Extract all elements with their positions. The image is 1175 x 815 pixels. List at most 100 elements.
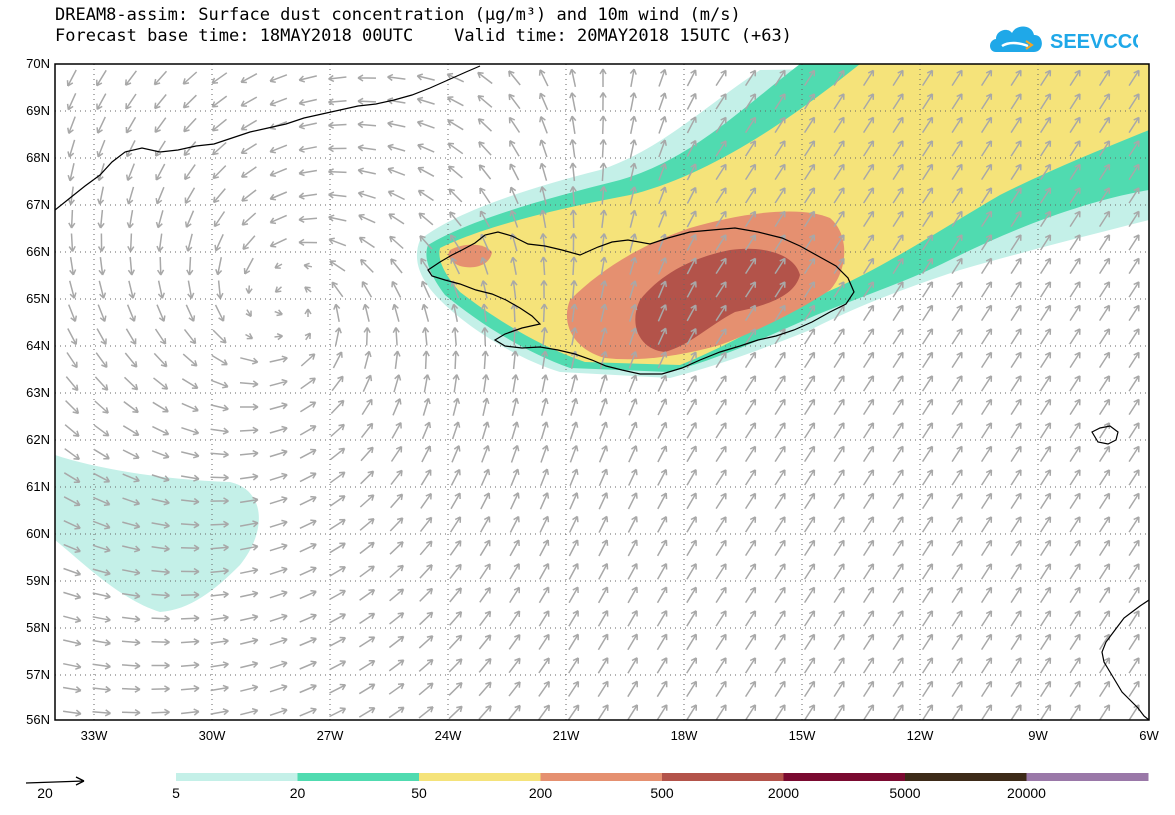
wind-arrow-icon	[96, 69, 107, 87]
wind-reference: 20	[25, 776, 85, 801]
wind-arrow-icon	[452, 397, 461, 416]
wind-arrow-icon	[180, 684, 200, 693]
wind-arrow-icon	[92, 685, 111, 694]
wind-arrow-icon	[833, 563, 845, 580]
wind-arrow-icon	[686, 163, 697, 181]
wind-arrow-icon	[744, 516, 757, 533]
wind-arrow-icon	[744, 163, 757, 181]
wind-arrow-icon	[921, 116, 934, 134]
wind-arrow-icon	[921, 633, 934, 651]
wind-arrow-icon	[1098, 516, 1111, 533]
wind-arrow-icon	[92, 544, 111, 553]
wind-arrow-icon	[329, 566, 346, 577]
wind-arrow-icon	[658, 163, 667, 181]
wind-arrow-icon	[539, 186, 547, 205]
wind-arrow-icon	[744, 398, 757, 416]
wind-arrow-icon	[420, 492, 432, 509]
wind-arrow-icon	[686, 469, 697, 486]
wind-arrow-icon	[833, 445, 845, 463]
wind-arrow-icon	[181, 708, 200, 716]
wind-arrow-icon	[892, 328, 904, 345]
wind-arrow-icon	[1010, 304, 1022, 322]
wind-arrow-icon	[328, 214, 347, 222]
wind-arrow-icon	[862, 210, 875, 228]
wind-arrow-icon	[892, 304, 904, 322]
wind-arrow-icon	[1039, 210, 1052, 228]
wind-arrow-icon	[715, 234, 727, 251]
wind-arrow-icon	[1128, 492, 1140, 510]
wind-arrow-icon	[298, 192, 318, 200]
wind-arrow-icon	[1098, 140, 1111, 157]
wind-arrow-icon	[744, 351, 757, 369]
wind-arrow-icon	[451, 421, 461, 440]
wind-arrow-icon	[598, 562, 609, 580]
wind-arrow-icon	[538, 633, 550, 650]
wind-arrow-icon	[774, 539, 786, 557]
wind-arrow-icon	[96, 93, 107, 111]
wind-arrow-icon	[124, 70, 137, 86]
wind-arrow-icon	[94, 400, 109, 414]
wind-arrow-icon	[862, 328, 875, 345]
wind-arrow-icon	[1098, 116, 1111, 134]
wind-arrow-icon	[239, 449, 259, 458]
wind-arrow-icon	[240, 613, 259, 622]
wind-arrow-icon	[269, 355, 288, 363]
lat-label: 59N	[26, 573, 50, 588]
wind-arrow-icon	[744, 586, 757, 604]
wind-arrow-icon	[359, 258, 374, 273]
wind-arrow-icon	[423, 374, 431, 393]
wind-arrow-icon	[803, 704, 816, 720]
wind-arrow-icon	[418, 635, 434, 649]
wind-arrow-icon	[298, 98, 317, 107]
wind-arrow-icon	[1039, 704, 1052, 720]
wind-arrow-icon	[599, 186, 608, 205]
wind-arrow-icon	[1069, 586, 1081, 604]
wind-arrow-icon	[1010, 187, 1022, 204]
wind-arrow-icon	[299, 566, 317, 576]
wind-arrow-icon	[481, 327, 489, 346]
wind-arrow-icon	[921, 469, 934, 486]
wind-arrow-icon	[93, 424, 110, 437]
wind-arrow-icon	[744, 304, 757, 322]
wind-arrow-icon	[124, 352, 138, 368]
wind-arrow-icon	[65, 400, 80, 415]
wind-arrow-icon	[1039, 234, 1052, 251]
wind-arrow-icon	[363, 327, 371, 346]
wind-arrow-icon	[598, 515, 609, 533]
wind-arrow-icon	[93, 448, 110, 460]
wind-arrow-icon	[862, 69, 875, 87]
wind-arrow-icon	[980, 375, 993, 392]
wind-arrow-icon	[1039, 657, 1052, 674]
wind-arrow-icon	[511, 421, 520, 440]
wind-arrow-icon	[686, 69, 697, 87]
wind-arrow-icon	[539, 116, 548, 134]
wind-arrow-icon	[569, 115, 577, 135]
wind-arrow-icon	[362, 303, 370, 322]
wind-arrow-icon	[1010, 328, 1022, 345]
wind-arrow-icon	[568, 515, 579, 533]
wind-arrow-icon	[862, 375, 875, 392]
wind-arrow-icon	[627, 586, 638, 604]
wind-arrow-icon	[121, 708, 141, 717]
wind-arrow-icon	[803, 210, 816, 228]
wind-arrow-icon	[181, 378, 199, 389]
wind-arrow-icon	[629, 139, 638, 158]
wind-arrow-icon	[450, 468, 461, 486]
wind-arrow-icon	[715, 187, 727, 204]
wind-arrow-icon	[629, 186, 638, 205]
wind-arrow-icon	[240, 660, 259, 669]
wind-arrow-icon	[568, 539, 579, 557]
wind-arrow-icon	[744, 187, 757, 204]
wind-arrow-icon	[269, 519, 288, 528]
wind-arrow-icon	[478, 164, 492, 180]
lat-label: 69N	[26, 103, 50, 118]
wind-reference-arrowhead-icon	[75, 776, 85, 786]
wind-arrow-icon	[597, 680, 609, 698]
wind-arrow-icon	[862, 257, 875, 275]
wind-arrow-icon	[629, 68, 637, 88]
wind-arrow-icon	[155, 186, 165, 205]
wind-arrow-icon	[448, 705, 463, 720]
wind-arrow-icon	[1010, 657, 1022, 674]
wind-arrow-icon	[508, 681, 521, 697]
wind-arrow-icon	[980, 563, 993, 580]
